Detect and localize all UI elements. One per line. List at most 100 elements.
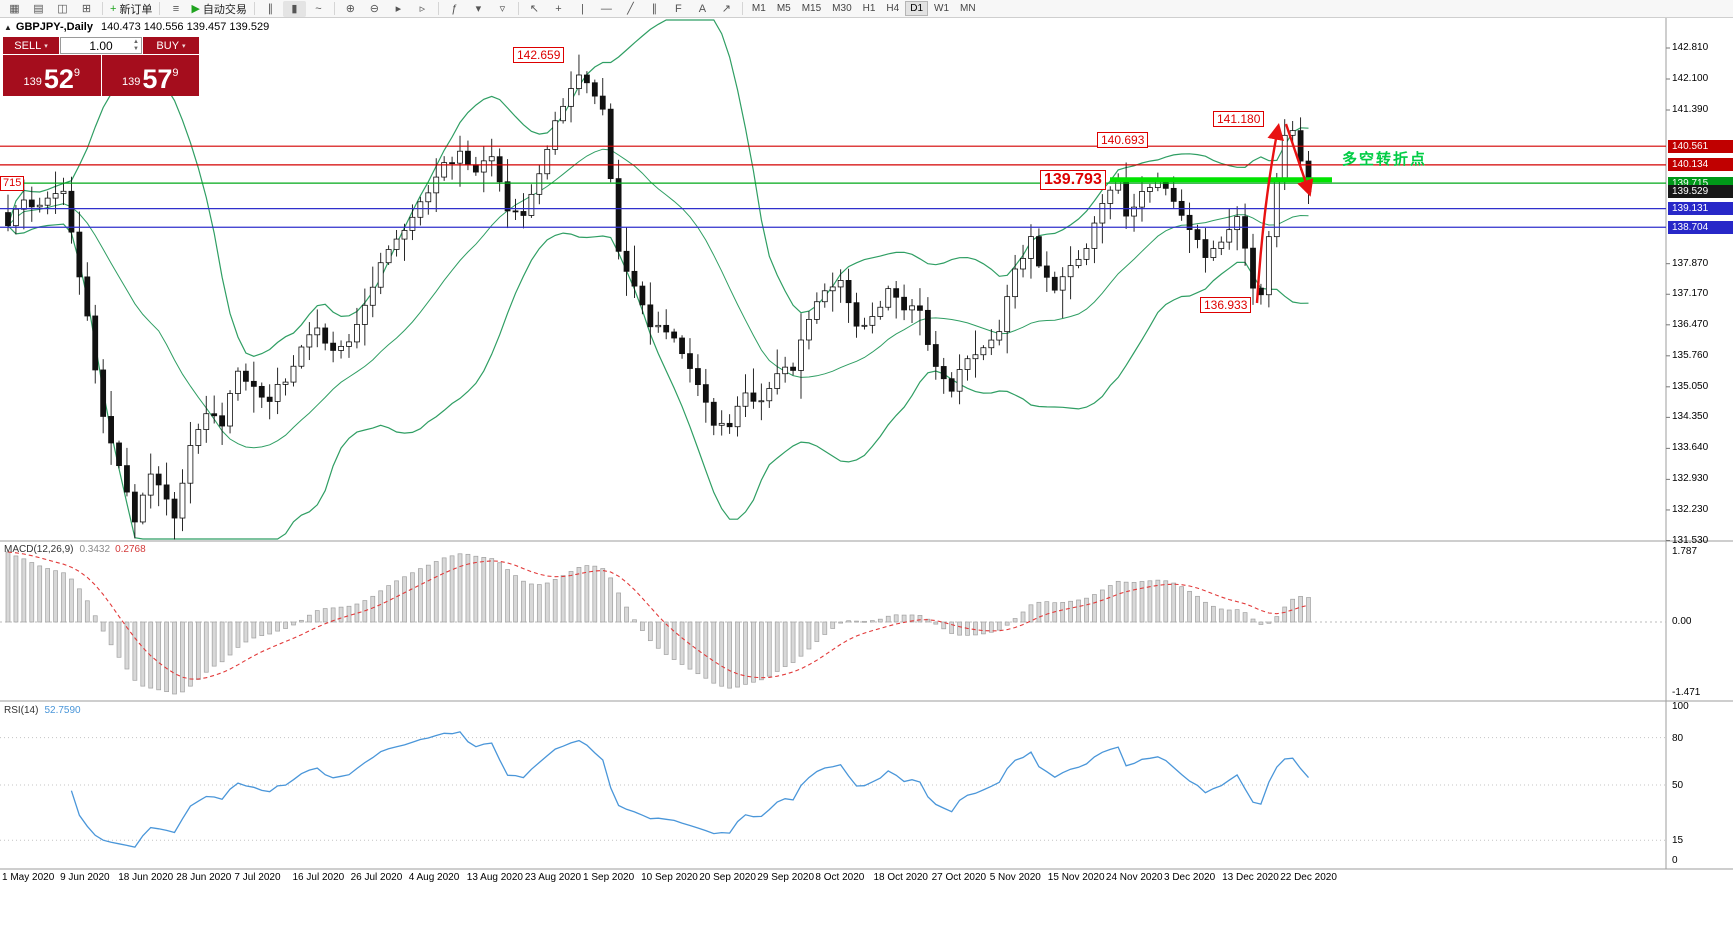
new-order-button[interactable]: + 新订单 bbox=[107, 1, 155, 17]
rsi-tick: 0 bbox=[1672, 855, 1678, 866]
price-tick: 136.470 bbox=[1672, 318, 1709, 330]
market-watch-icon[interactable]: ◫ bbox=[51, 1, 74, 17]
timeframe-mn[interactable]: MN bbox=[960, 3, 976, 14]
profiles-icon[interactable]: ▤ bbox=[27, 1, 50, 17]
buy-caret-icon: ▾ bbox=[182, 42, 186, 50]
zoom-in-icon[interactable]: ⊕ bbox=[339, 1, 362, 17]
trendline-icon[interactable]: ╱ bbox=[619, 1, 642, 17]
price-axis[interactable]: 142.810 142.100 141.390 137.870 137.170 136.4… bbox=[1668, 0, 1733, 869]
candle-chart-icon[interactable]: ▮ bbox=[282, 0, 306, 17]
autotrading-icon: ▶ bbox=[191, 2, 200, 15]
auto-scroll-icon[interactable]: ▸ bbox=[387, 1, 410, 17]
lot-step-down-icon: ▼ bbox=[133, 46, 139, 52]
timeframe-w1[interactable]: W1 bbox=[934, 3, 950, 14]
one-click-collapse-icon[interactable]: ▲ bbox=[4, 23, 12, 32]
timeframe-m15[interactable]: M15 bbox=[801, 3, 822, 14]
new-chart-icon[interactable]: ▦ bbox=[3, 1, 26, 17]
bollinger-lower-line bbox=[7, 223, 1309, 540]
rsi-tick: 80 bbox=[1672, 732, 1684, 744]
buy-button[interactable]: BUY ▾ bbox=[143, 37, 199, 54]
bull-bear-turning-point-note[interactable]: 多空转折点 bbox=[1342, 151, 1428, 168]
sell-price-pipette: 9 bbox=[73, 67, 81, 79]
sell-price-button[interactable]: 139 52 9 bbox=[3, 55, 101, 96]
lot-step-up-icon: ▲ bbox=[133, 39, 139, 45]
price-annotation[interactable]: 136.933 bbox=[1200, 296, 1252, 313]
timeframe-d1[interactable]: D1 bbox=[905, 1, 929, 16]
toolbar-separator bbox=[102, 2, 103, 15]
fibonacci-icon[interactable]: F bbox=[667, 1, 690, 17]
chart-frame bbox=[0, 18, 1733, 870]
sell-button[interactable]: SELL ▾ bbox=[3, 37, 59, 54]
price-annotation[interactable]: 139.793 bbox=[1040, 169, 1106, 190]
trend-arrow-down[interactable] bbox=[1284, 123, 1314, 197]
metaeditor-icon[interactable]: ≡ bbox=[164, 1, 187, 17]
symbol-info: ▲ GBPJPY-,Daily 140.473 140.556 139.457 13… bbox=[4, 21, 269, 33]
timeframe-m1[interactable]: M1 bbox=[751, 3, 766, 14]
price-tick: 135.050 bbox=[1672, 380, 1709, 392]
profiles-icon: ▤ bbox=[33, 2, 44, 15]
text-icon[interactable]: A bbox=[691, 1, 714, 17]
navigator-icon: ⊞ bbox=[81, 2, 92, 15]
time-axis[interactable]: 1 May 2020 9 Jun 2020 18 Jun 2020 28 Jun 20… bbox=[0, 872, 1733, 886]
lot-size-input[interactable]: 1.00 ▲ ▼ bbox=[60, 37, 142, 54]
timeframe-m30[interactable]: M30 bbox=[832, 3, 852, 14]
rsi-tick: 100 bbox=[1672, 701, 1689, 712]
cursor-icon[interactable]: ↖ bbox=[523, 1, 546, 17]
macd-label: MACD(12,26,9) bbox=[4, 544, 74, 555]
indicators-icon[interactable]: ƒ bbox=[443, 1, 466, 17]
bar-chart-icon[interactable]: ∥ bbox=[259, 1, 282, 17]
text-icon: A bbox=[698, 2, 707, 15]
price-tick: 137.170 bbox=[1672, 288, 1709, 300]
arrows-icon[interactable]: ↗ bbox=[715, 1, 738, 17]
timeframe-h4[interactable]: H4 bbox=[886, 3, 900, 14]
left-edge-price-label: 715 bbox=[0, 176, 25, 192]
timeframe-h1[interactable]: H1 bbox=[862, 3, 876, 14]
buy-price-button[interactable]: 139 57 9 bbox=[101, 55, 199, 96]
price-annotation[interactable]: 141.180 bbox=[1213, 111, 1265, 128]
crosshair-icon[interactable]: + bbox=[547, 1, 570, 17]
line-chart-icon: ~ bbox=[315, 2, 322, 15]
channel-icon[interactable]: ∥ bbox=[643, 1, 666, 17]
zoom-out-icon[interactable]: ⊖ bbox=[363, 1, 386, 17]
timeframe-m5[interactable]: M5 bbox=[776, 3, 791, 14]
price-tick: 133.640 bbox=[1672, 442, 1709, 454]
toolbar-separator bbox=[437, 2, 439, 15]
metaeditor-icon: ≡ bbox=[172, 2, 180, 15]
zoom-out-icon: ⊖ bbox=[369, 2, 380, 15]
lot-stepper[interactable]: ▲ ▼ bbox=[133, 39, 139, 53]
indicators-icon: ƒ bbox=[451, 2, 458, 15]
macd-panel-label: MACD(12,26,9) 0.3432 0.2768 bbox=[4, 544, 146, 555]
rsi-tick: 50 bbox=[1672, 780, 1684, 791]
periods-icon[interactable]: ▾ bbox=[467, 1, 490, 17]
templates-icon[interactable]: ▿ bbox=[491, 1, 514, 17]
cursor-icon: ↖ bbox=[529, 2, 540, 15]
trend-arrow-up[interactable] bbox=[1255, 123, 1284, 304]
autotrading-button[interactable]: ▶ 自动交易 bbox=[188, 1, 249, 17]
vline-icon[interactable]: | bbox=[571, 1, 594, 17]
bar-chart-icon: ∥ bbox=[267, 2, 274, 15]
chart-shift-icon[interactable]: ▹ bbox=[411, 1, 434, 17]
macd-tick: -1.471 bbox=[1672, 687, 1701, 698]
macd-signal-value: 0.2768 bbox=[115, 544, 146, 555]
toolbar-separator bbox=[741, 2, 743, 15]
hline-icon[interactable]: — bbox=[595, 1, 618, 17]
rsi-value: 52.7590 bbox=[44, 705, 81, 716]
date-tick: 20 Sep 2020 bbox=[699, 872, 756, 883]
price-annotation[interactable]: 142.659 bbox=[513, 46, 565, 63]
line-chart-icon[interactable]: ~ bbox=[307, 1, 330, 17]
date-tick: 29 Sep 2020 bbox=[757, 872, 815, 883]
bollinger-middle-line bbox=[7, 148, 1309, 449]
price-annotation[interactable]: 140.693 bbox=[1097, 132, 1149, 149]
date-tick: 28 Jun 2020 bbox=[176, 872, 232, 883]
buy-price-prefix: 139 bbox=[121, 76, 141, 88]
navigator-icon[interactable]: ⊞ bbox=[75, 1, 98, 17]
date-tick: 13 Dec 2020 bbox=[1222, 872, 1279, 883]
toolbar-separator bbox=[253, 2, 255, 15]
current-price-badge: 139.529 bbox=[1668, 184, 1733, 198]
one-click-trade-panel: SELL ▾ 1.00 ▲ ▼ BUY ▾ 139 52 9 139 57 9 bbox=[3, 37, 199, 96]
periods-icon: ▾ bbox=[475, 2, 482, 15]
price-tick: 132.230 bbox=[1672, 503, 1709, 515]
price-tick: 142.100 bbox=[1672, 73, 1709, 84]
